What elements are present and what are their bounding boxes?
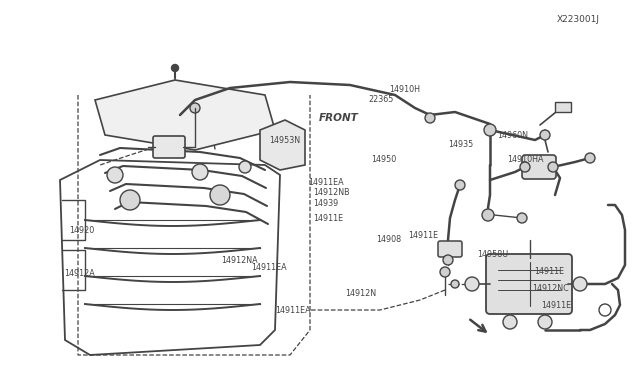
Text: 22365: 22365 (368, 95, 394, 104)
Text: 14912NA: 14912NA (221, 256, 257, 265)
Circle shape (172, 64, 179, 71)
Circle shape (520, 162, 530, 172)
Circle shape (465, 277, 479, 291)
Circle shape (120, 190, 140, 210)
FancyBboxPatch shape (153, 136, 185, 158)
Text: 14912N: 14912N (346, 289, 377, 298)
Circle shape (239, 161, 251, 173)
Text: 14911EA: 14911EA (308, 178, 344, 187)
FancyBboxPatch shape (522, 155, 556, 179)
FancyBboxPatch shape (438, 241, 462, 257)
Circle shape (455, 180, 465, 190)
Text: 14950: 14950 (371, 155, 396, 164)
Text: 14958U: 14958U (477, 250, 508, 259)
Text: 14939: 14939 (314, 199, 339, 208)
Text: 14912A: 14912A (64, 269, 95, 278)
Circle shape (540, 130, 550, 140)
Circle shape (451, 280, 459, 288)
Polygon shape (260, 120, 305, 170)
Text: 14935: 14935 (448, 140, 473, 149)
Circle shape (517, 213, 527, 223)
Circle shape (503, 315, 517, 329)
Circle shape (599, 304, 611, 316)
Circle shape (210, 185, 230, 205)
Circle shape (573, 277, 587, 291)
Text: X223001J: X223001J (557, 15, 600, 24)
Text: 14911E: 14911E (541, 301, 571, 310)
Text: 14911E: 14911E (408, 231, 438, 240)
Text: FRONT: FRONT (319, 113, 358, 122)
Bar (555, 102, 571, 112)
Polygon shape (95, 80, 275, 150)
Circle shape (192, 164, 208, 180)
Text: 14910HA: 14910HA (507, 155, 543, 164)
Text: 14912NC: 14912NC (532, 284, 569, 293)
Text: 14911EA: 14911EA (275, 306, 311, 315)
Text: 14912NB: 14912NB (314, 188, 350, 197)
Circle shape (548, 162, 558, 172)
Circle shape (482, 209, 494, 221)
Text: 14960N: 14960N (497, 131, 528, 140)
FancyBboxPatch shape (486, 254, 572, 314)
Circle shape (443, 255, 453, 265)
Text: 14953N: 14953N (269, 136, 300, 145)
Circle shape (190, 103, 200, 113)
Circle shape (107, 167, 123, 183)
Text: 14910H: 14910H (389, 85, 420, 94)
Text: 14911EA: 14911EA (251, 263, 287, 272)
Circle shape (585, 153, 595, 163)
Circle shape (425, 113, 435, 123)
Text: 14911E: 14911E (534, 267, 564, 276)
Text: 14920: 14920 (70, 226, 95, 235)
Circle shape (538, 315, 552, 329)
Text: 14911E: 14911E (314, 214, 344, 223)
Circle shape (484, 124, 496, 136)
Circle shape (440, 267, 450, 277)
Text: 14908: 14908 (376, 235, 401, 244)
